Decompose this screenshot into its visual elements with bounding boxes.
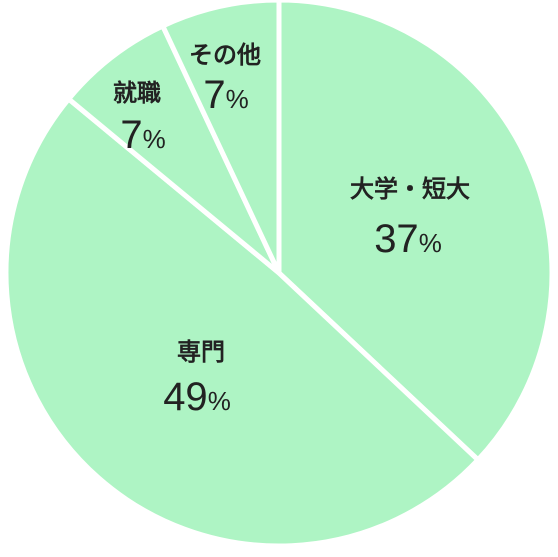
slice-label-2: 就職 (113, 79, 161, 107)
pie-slice-0 (276, 0, 555, 464)
slice-label-0: 大学・短大 (350, 175, 470, 203)
slice-value-number-1: 49 (163, 375, 208, 419)
slice-value-unit-1: % (208, 386, 231, 416)
slice-value-number-2: 7 (120, 113, 142, 157)
slice-value-2: 7% (120, 113, 165, 157)
slice-value-unit-2: % (143, 124, 166, 154)
pie-slice-1 (3, 95, 482, 549)
pie-slices (3, 0, 555, 549)
pie-slice-3 (159, 0, 282, 275)
slice-value-1: 49% (163, 375, 231, 419)
slice-value-number-3: 7 (203, 73, 225, 117)
slice-value-0: 37% (374, 217, 442, 261)
slice-value-number-0: 37 (374, 217, 419, 261)
slice-label-3: その他 (189, 41, 261, 69)
slice-label-1: 専門 (177, 338, 225, 366)
pie-labels: 大学・短大 37% 専門 49% 就職 7% その他 7% (113, 41, 470, 419)
slice-value-unit-3: % (226, 84, 249, 114)
slice-value-3: 7% (203, 73, 248, 117)
slice-value-unit-0: % (419, 228, 442, 258)
